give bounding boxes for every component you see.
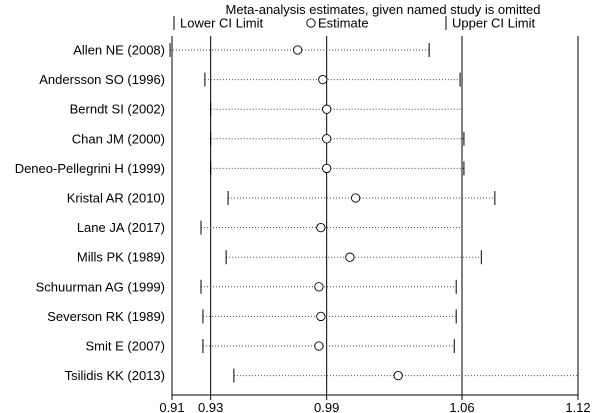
estimate-point-7 — [316, 222, 326, 233]
legend-lower-label: Lower CI Limit — [180, 16, 263, 31]
estimate-point-1 — [293, 45, 303, 55]
study-label-6: Kristal AR (2010) — [67, 191, 165, 206]
study-label-9: Schuurman AG (1999) — [36, 279, 165, 294]
x-tick-label-5: 1.12 — [565, 400, 590, 413]
estimate-point-4 — [322, 134, 332, 144]
study-label-2: Andersson SO (1996) — [39, 72, 165, 87]
estimate-point-5 — [322, 163, 332, 174]
plot-area: 0.91 0.93 0.99 1.06 1.12 Allen NE (2008) Ander… — [15, 36, 591, 413]
estimate-point-2 — [318, 74, 328, 85]
study-label-12: Tsilidis KK (2013) — [65, 368, 165, 383]
estimate-point-12 — [393, 370, 403, 381]
estimate-point-6 — [351, 193, 361, 203]
x-tick-label-3: 0.99 — [314, 400, 339, 413]
x-tick-label-2: 0.93 — [198, 400, 223, 413]
legend: Lower CI Limit Estimate Upper CI Limit — [173, 16, 535, 31]
study-label-4: Chan JM (2000) — [72, 131, 165, 146]
study-label-11: Smit E (2007) — [86, 339, 165, 354]
estimate-point-9 — [314, 282, 324, 292]
estimate-point-10 — [316, 311, 326, 322]
estimate-point-11 — [314, 341, 324, 351]
legend-estimate-label: Estimate — [318, 16, 369, 31]
chart-header: Meta-analysis estimates, given named stu… — [173, 2, 541, 31]
legend-estimate-marker — [306, 18, 316, 28]
legend-upper-label: Upper CI Limit — [452, 16, 535, 31]
x-tick-label-4: 1.06 — [449, 400, 474, 413]
study-label-3: Berndt SI (2002) — [70, 102, 165, 117]
estimate-point-8 — [345, 252, 355, 262]
study-label-1: Allen NE (2008) — [73, 43, 165, 58]
study-label-5: Deneo-Pellegrini H (1999) — [15, 161, 165, 176]
study-label-8: Mills PK (1989) — [77, 250, 165, 265]
x-tick-label-1: 0.91 — [159, 400, 184, 413]
chart-title: Meta-analysis estimates, given named stu… — [225, 2, 540, 17]
study-label-7: Lane JA (2017) — [77, 220, 165, 235]
study-label-10: Severson RK (1989) — [47, 309, 165, 324]
estimate-point-3 — [322, 104, 332, 114]
